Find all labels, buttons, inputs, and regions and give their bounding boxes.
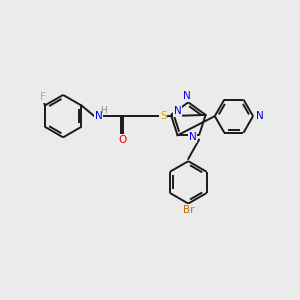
Text: S: S (160, 111, 166, 121)
Text: N: N (94, 111, 102, 121)
Text: N: N (256, 111, 263, 121)
Text: N: N (183, 91, 191, 101)
Text: H: H (100, 106, 106, 115)
Text: N: N (173, 106, 181, 116)
Text: O: O (118, 135, 126, 145)
Text: N: N (189, 132, 196, 142)
Text: Br: Br (182, 205, 194, 215)
Text: F: F (40, 92, 46, 102)
